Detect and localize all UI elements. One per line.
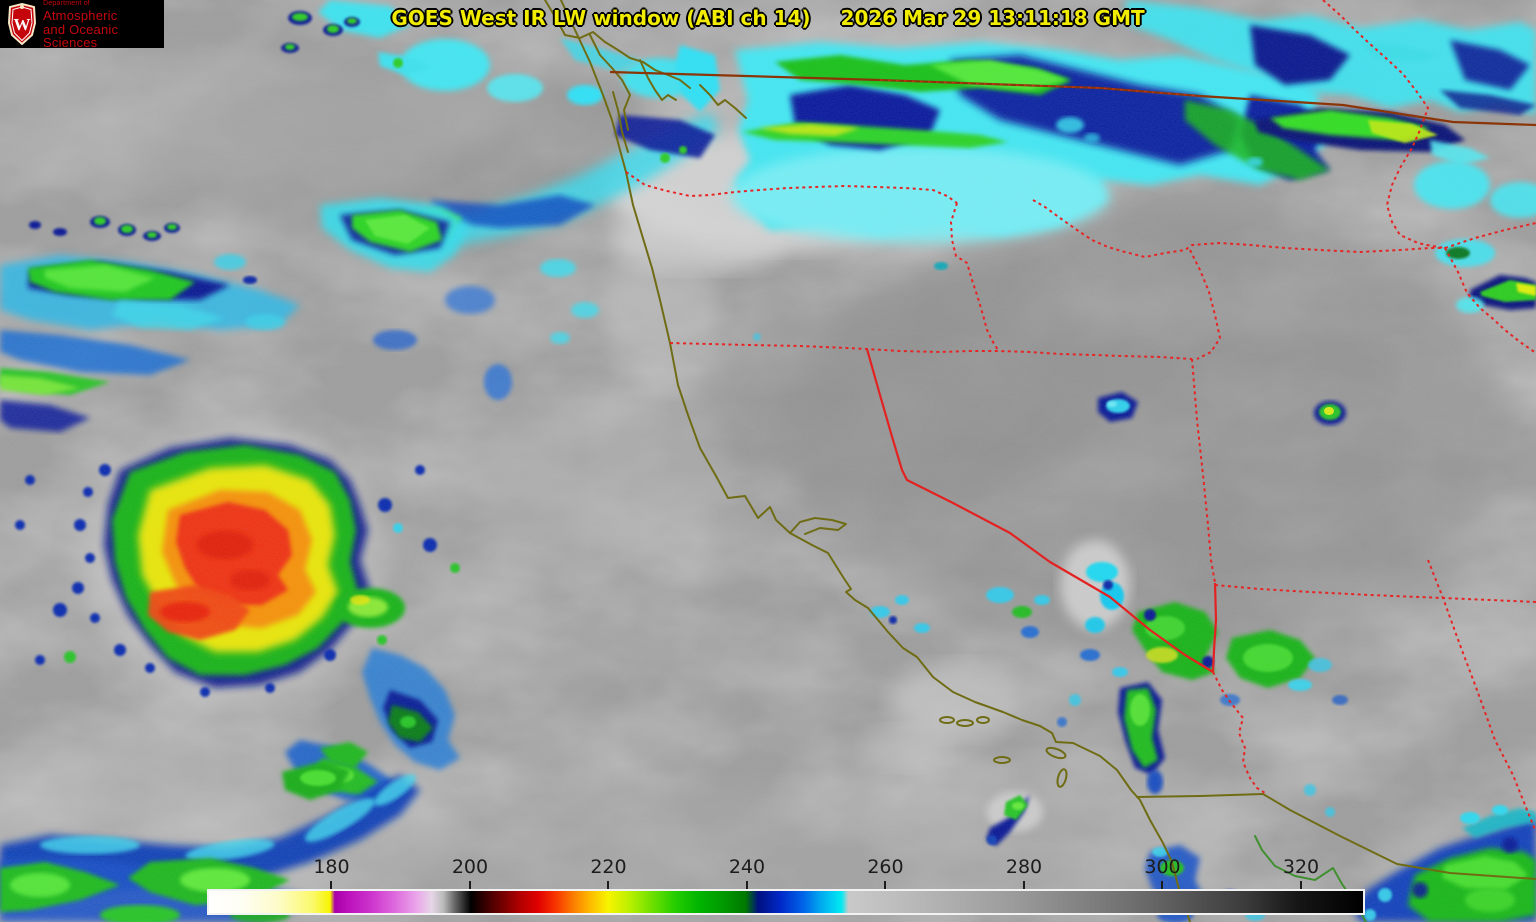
colorbar-tick-label: 240 — [728, 856, 766, 878]
colorbar-tick-mark — [468, 881, 471, 889]
colorbar-tick-mark — [1161, 881, 1164, 889]
colorbar-gradient — [207, 889, 1365, 915]
temperature-colorbar: 180 200 220 240 260 280 300 320 — [207, 856, 1367, 920]
colorbar-tick-label: 280 — [1005, 856, 1043, 878]
colorbar-tick-mark — [884, 881, 887, 889]
crest-letter: W — [14, 15, 31, 34]
colorbar-tick-label: 260 — [867, 856, 904, 878]
colorbar-tick-label: 220 — [590, 856, 627, 878]
colorbar-tick-label: 200 — [451, 856, 489, 878]
logo-line2: and Oceanic Sciences — [43, 21, 119, 50]
colorbar-tick-mark — [607, 881, 610, 889]
colorbar-tick-mark — [1022, 881, 1025, 889]
colorbar-tick-label: 300 — [1144, 856, 1181, 878]
colorbar-tick-mark — [1299, 881, 1302, 889]
colorbar-tick-mark — [745, 881, 748, 889]
logo-line1: Atmospheric — [43, 7, 118, 23]
university-logo: W Department of Atmospheric and Oceanic … — [0, 0, 164, 50]
uw-crest-icon: W — [7, 3, 37, 45]
colorbar-tick-label: 320 — [1282, 856, 1320, 878]
colorbar-tick-mark — [330, 881, 333, 889]
logo-dept-line: Department of — [43, 0, 90, 7]
colorbar-tick-label: 180 — [313, 856, 350, 878]
